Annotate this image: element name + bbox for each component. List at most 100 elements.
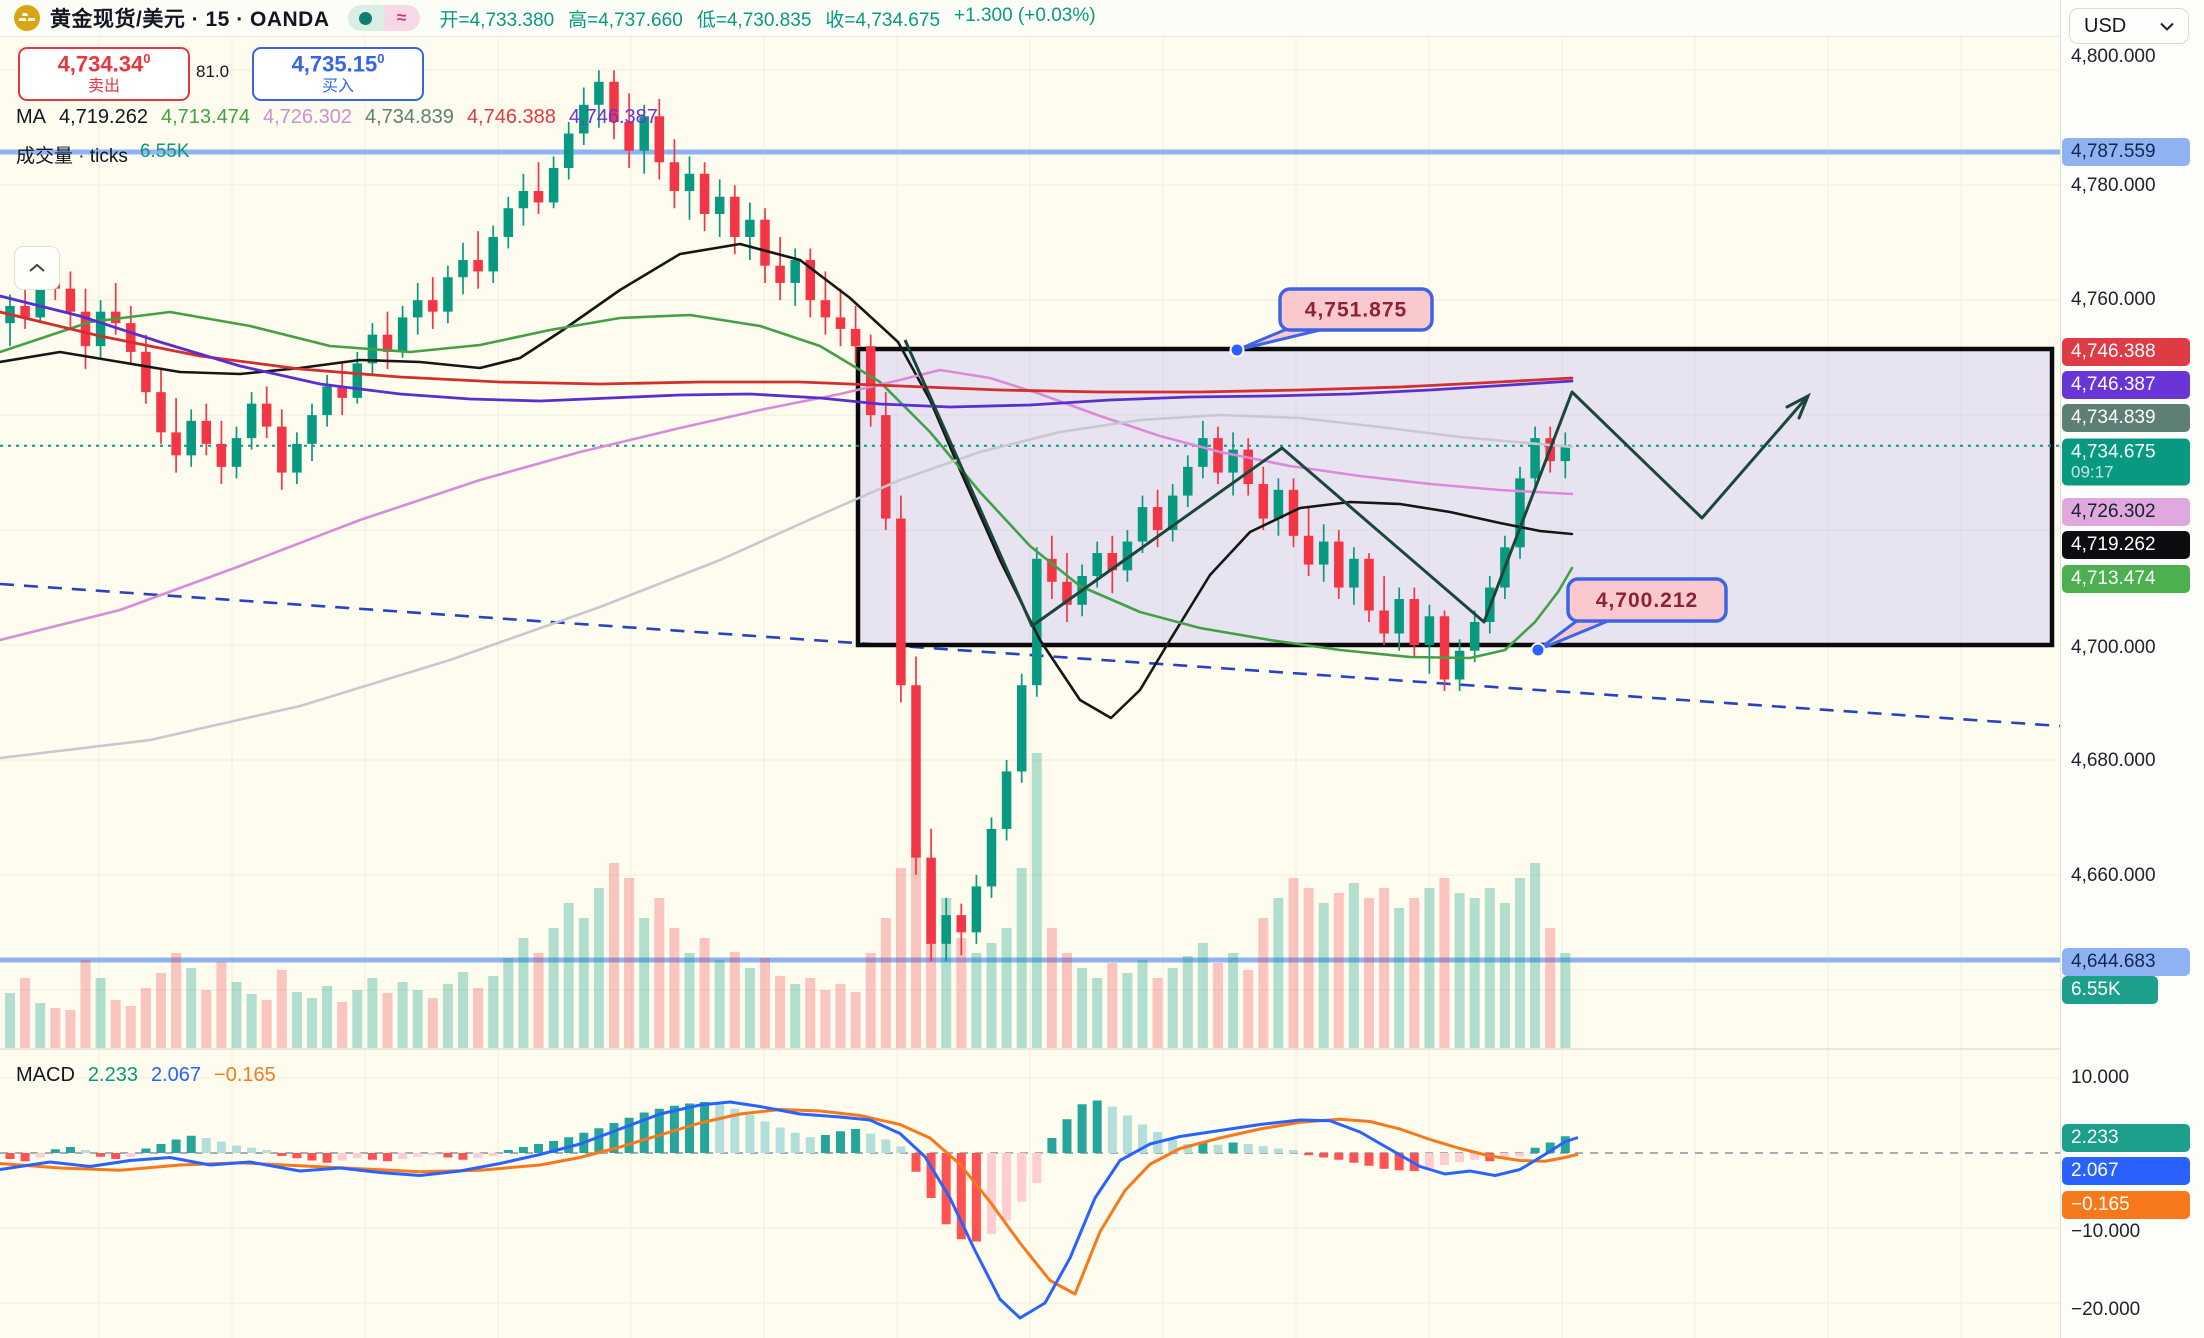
volume-bar xyxy=(95,978,106,1048)
macd-histogram-bar xyxy=(790,1132,800,1153)
ma-purple xyxy=(0,294,1574,409)
macd-histogram-bar xyxy=(1228,1142,1238,1153)
macd-histogram-bar xyxy=(126,1153,136,1157)
candle-body xyxy=(579,104,589,134)
volume-legend[interactable]: 成交量 · ticks 6.55K xyxy=(16,141,190,168)
candle-body xyxy=(1243,449,1253,485)
volume-bar xyxy=(1137,960,1148,1048)
macd-histogram-bar xyxy=(428,1153,438,1156)
macd-histogram-bar xyxy=(1470,1153,1480,1160)
macd-histogram-bar xyxy=(156,1144,166,1153)
ma-black xyxy=(0,242,1574,720)
delayed-data-icon: ≈ xyxy=(383,5,420,31)
axis-price-badge: 4,787.559 xyxy=(2062,138,2190,166)
pane-separator[interactable] xyxy=(0,1048,2204,1050)
chart-canvas[interactable]: 4,751.875 4,700.212 xyxy=(0,0,2060,1338)
volume-bar xyxy=(654,898,665,1048)
axis-label: −10.000 xyxy=(2071,1221,2141,1242)
candle-body xyxy=(473,259,483,272)
volume-legend-value: 6.55K xyxy=(139,141,190,162)
candle-body xyxy=(322,386,332,416)
macd-histogram-bar xyxy=(836,1131,845,1153)
macd-histogram-bar xyxy=(1138,1124,1147,1153)
ma-legend-value: 4,719.262 xyxy=(59,106,148,128)
macd-histogram-bar xyxy=(624,1117,634,1153)
macd-histogram-bar xyxy=(488,1153,498,1156)
volume-bar xyxy=(1348,883,1359,1048)
buy-label: 买入 xyxy=(321,78,354,96)
volume-bar xyxy=(503,958,514,1048)
macd-histogram-bar xyxy=(20,1153,30,1162)
candle-body xyxy=(1318,541,1329,565)
axis-label: 4,660.000 xyxy=(2071,865,2156,886)
buy-button[interactable]: 4,735.150 买入 xyxy=(252,47,424,101)
macd-histogram-bar xyxy=(911,1153,921,1172)
macd-histogram-bar xyxy=(518,1147,528,1153)
volume-bar xyxy=(1092,978,1103,1048)
volume-bar xyxy=(548,928,559,1048)
candle-body xyxy=(639,116,649,151)
candle-body xyxy=(1062,581,1072,605)
macd-histogram-bar xyxy=(896,1146,906,1153)
currency-dropdown[interactable]: USD xyxy=(2069,8,2189,44)
macd-legend-title: MACD xyxy=(16,1064,75,1086)
candle-body xyxy=(1137,507,1148,542)
macd-legend[interactable]: MACD 2.233 2.067 −0.165 xyxy=(16,1064,276,1087)
ma-violet xyxy=(0,368,1574,642)
macd-histogram-bar xyxy=(1168,1139,1178,1153)
candle-body xyxy=(1152,507,1163,531)
volume-bar xyxy=(412,990,423,1048)
macd-histogram-bar xyxy=(1002,1153,1012,1221)
macd-histogram-bar xyxy=(473,1153,483,1159)
candle-body xyxy=(216,443,227,467)
price-axis[interactable]: USD 4,800.000 4,780.000 4,760.000 4,700.000… xyxy=(2060,0,2204,1338)
volume-bar xyxy=(714,960,725,1048)
callout-text: 4,751.875 xyxy=(1305,299,1407,322)
macd-histogram-bar xyxy=(1455,1153,1465,1162)
candle-body xyxy=(1228,449,1238,473)
macd-histogram-bar xyxy=(1243,1144,1253,1153)
candle-body xyxy=(1560,445,1571,462)
callout-bubble xyxy=(1566,577,1728,623)
volume-bar xyxy=(518,938,529,1048)
candle-body xyxy=(1122,541,1133,571)
candle-body xyxy=(1016,685,1027,772)
volume-bar xyxy=(322,986,333,1048)
candle-body xyxy=(1379,610,1389,634)
candle-body xyxy=(941,915,951,944)
candle-body xyxy=(1454,650,1465,680)
legend-collapse-button[interactable] xyxy=(14,246,60,290)
macd-histogram-bar xyxy=(760,1121,770,1153)
sell-button[interactable]: 4,734.340 卖出 xyxy=(18,47,190,101)
market-status-toggle[interactable]: ≈ xyxy=(347,5,420,31)
ohlc-open: 开=4,733.380 xyxy=(439,9,555,31)
candle-body xyxy=(699,173,710,214)
candle-body xyxy=(563,133,574,168)
candle-body xyxy=(669,162,680,191)
ohlc-readout: 开=4,733.380 高=4,737.660 低=4,730.835 收=4,… xyxy=(440,5,1096,32)
macd-histogram-bar xyxy=(247,1147,257,1153)
volume-bar xyxy=(624,878,635,1048)
macd-histogram-bar xyxy=(413,1153,423,1157)
candle-body xyxy=(382,334,393,352)
ma-legend[interactable]: MA 4,719.262 4,713.474 4,726.302 4,734.839 4… xyxy=(16,106,658,129)
macd-histogram-bar xyxy=(685,1103,694,1153)
candle-body xyxy=(775,265,785,283)
axis-label: 4,680.000 xyxy=(2071,750,2156,771)
volume-bar xyxy=(1197,943,1208,1048)
symbol-title[interactable]: 黄金现货/美元 · 15 · OANDA xyxy=(50,8,330,31)
macd-histogram-bar xyxy=(1289,1150,1298,1153)
candle-body xyxy=(971,886,982,933)
volume-bar xyxy=(337,1002,348,1048)
macd-histogram-bar xyxy=(96,1153,106,1157)
candle-body xyxy=(186,420,196,456)
volume-bar xyxy=(125,1006,136,1048)
candle-body xyxy=(790,259,800,283)
candle-body xyxy=(110,311,121,324)
macd-histogram-bar xyxy=(549,1141,559,1153)
candle-body xyxy=(428,300,438,312)
volume-bar xyxy=(367,978,378,1048)
dashed-trendline xyxy=(0,582,2060,728)
macd-histogram-bar xyxy=(851,1129,861,1153)
